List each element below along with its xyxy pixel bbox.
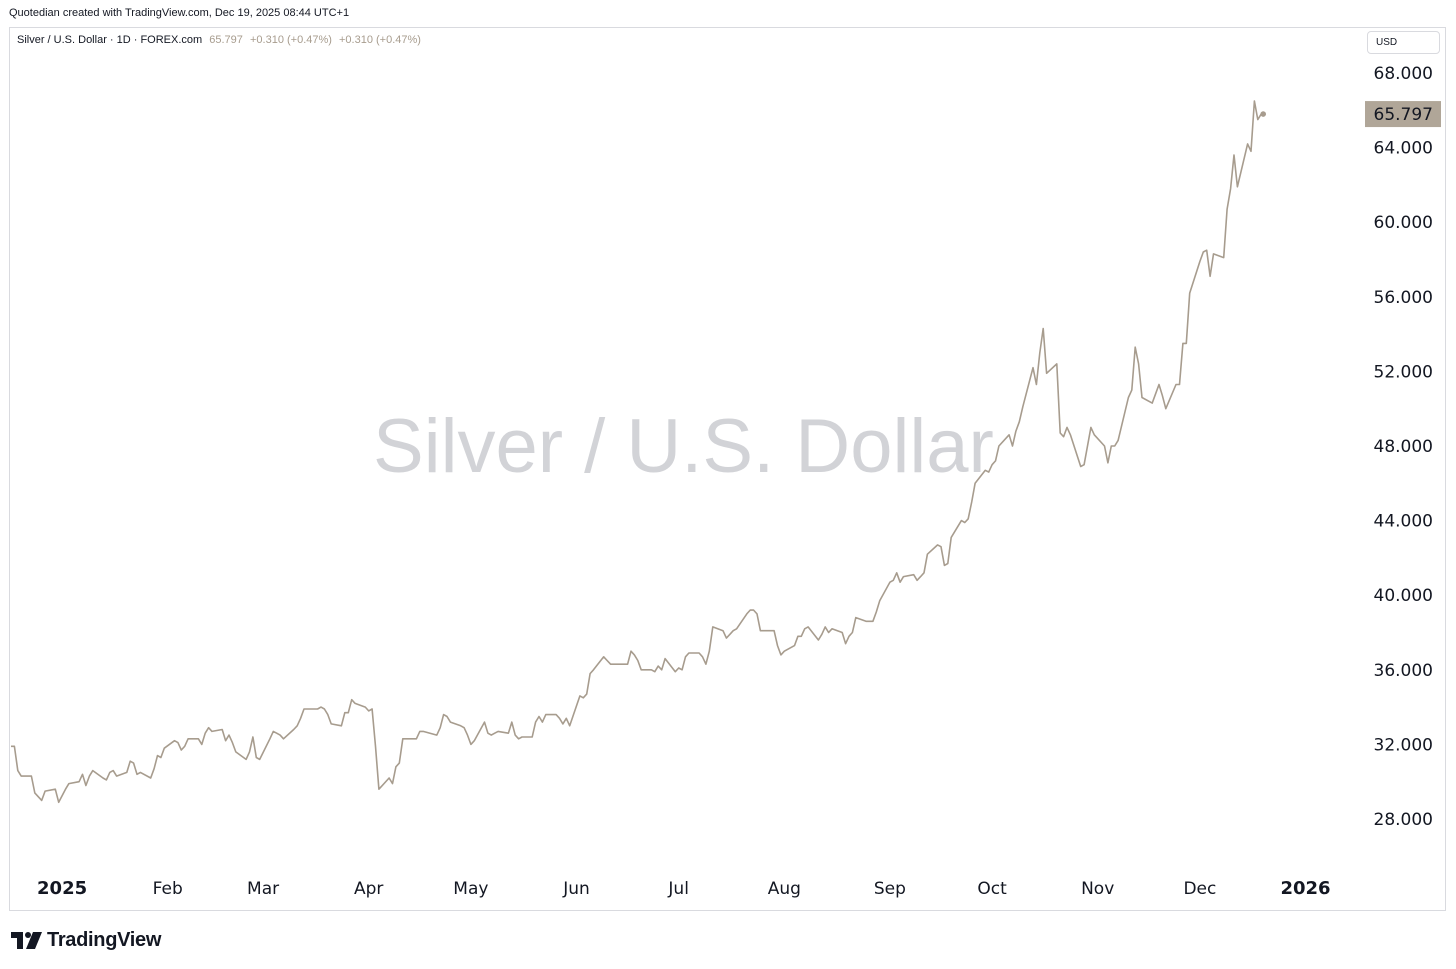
symbol-legend[interactable]: Silver / U.S. Dollar · 1D · FOREX.com 65… xyxy=(17,34,421,46)
x-tick-label: Feb xyxy=(153,879,183,899)
x-tick-label: 2026 xyxy=(1280,878,1330,899)
x-tick-label: Oct xyxy=(977,879,1007,899)
x-tick-label: Jun xyxy=(562,879,590,899)
chart-frame[interactable] xyxy=(9,27,1446,911)
y-tick-label: 28.000 xyxy=(1374,810,1433,830)
tradingview-brand[interactable]: TradingView xyxy=(11,926,161,954)
brand-name: TradingView xyxy=(47,928,162,951)
y-tick-label: 44.000 xyxy=(1374,512,1433,532)
legend-last-price: 65.797 xyxy=(209,34,243,46)
y-tick-label: 40.000 xyxy=(1374,586,1433,606)
legend-change-2: +0.310 (+0.47%) xyxy=(339,34,421,46)
y-tick-label: 60.000 xyxy=(1374,213,1433,233)
symbol-watermark: Silver / U.S. Dollar xyxy=(373,404,994,489)
y-tick-label: 64.000 xyxy=(1374,139,1433,159)
legend-change-1: +0.310 (+0.47%) xyxy=(249,34,332,46)
x-tick-label: Mar xyxy=(247,879,279,899)
legend-symbol: Silver / U.S. Dollar · 1D · FOREX.com xyxy=(17,34,203,46)
x-tick-label: Apr xyxy=(354,879,383,899)
last-price-label: 65.797 xyxy=(1374,105,1433,125)
x-tick-label: 2025 xyxy=(37,878,87,899)
chart-caption: Quotedian created with TradingView.com, … xyxy=(9,7,350,19)
currency-button[interactable]: USD xyxy=(1367,31,1440,54)
x-tick-label: Dec xyxy=(1183,879,1216,899)
y-tick-label: 32.000 xyxy=(1374,735,1433,755)
y-tick-label: 52.000 xyxy=(1374,362,1433,382)
y-tick-label: 68.000 xyxy=(1374,64,1433,84)
x-tick-label: Nov xyxy=(1081,879,1114,899)
x-tick-label: Sep xyxy=(874,879,906,899)
last-price-badge xyxy=(1365,101,1441,128)
x-tick-label: Aug xyxy=(768,879,801,899)
y-tick-label: 48.000 xyxy=(1374,437,1433,457)
series-line-0[interactable] xyxy=(11,100,1262,804)
last-point-marker xyxy=(1260,111,1267,117)
y-tick-label: 36.000 xyxy=(1374,661,1433,681)
x-tick-label: May xyxy=(453,879,488,899)
x-tick-label: Jul xyxy=(667,879,689,899)
tradingview-logo-icon xyxy=(11,931,42,949)
y-tick-label: 56.000 xyxy=(1374,288,1433,308)
